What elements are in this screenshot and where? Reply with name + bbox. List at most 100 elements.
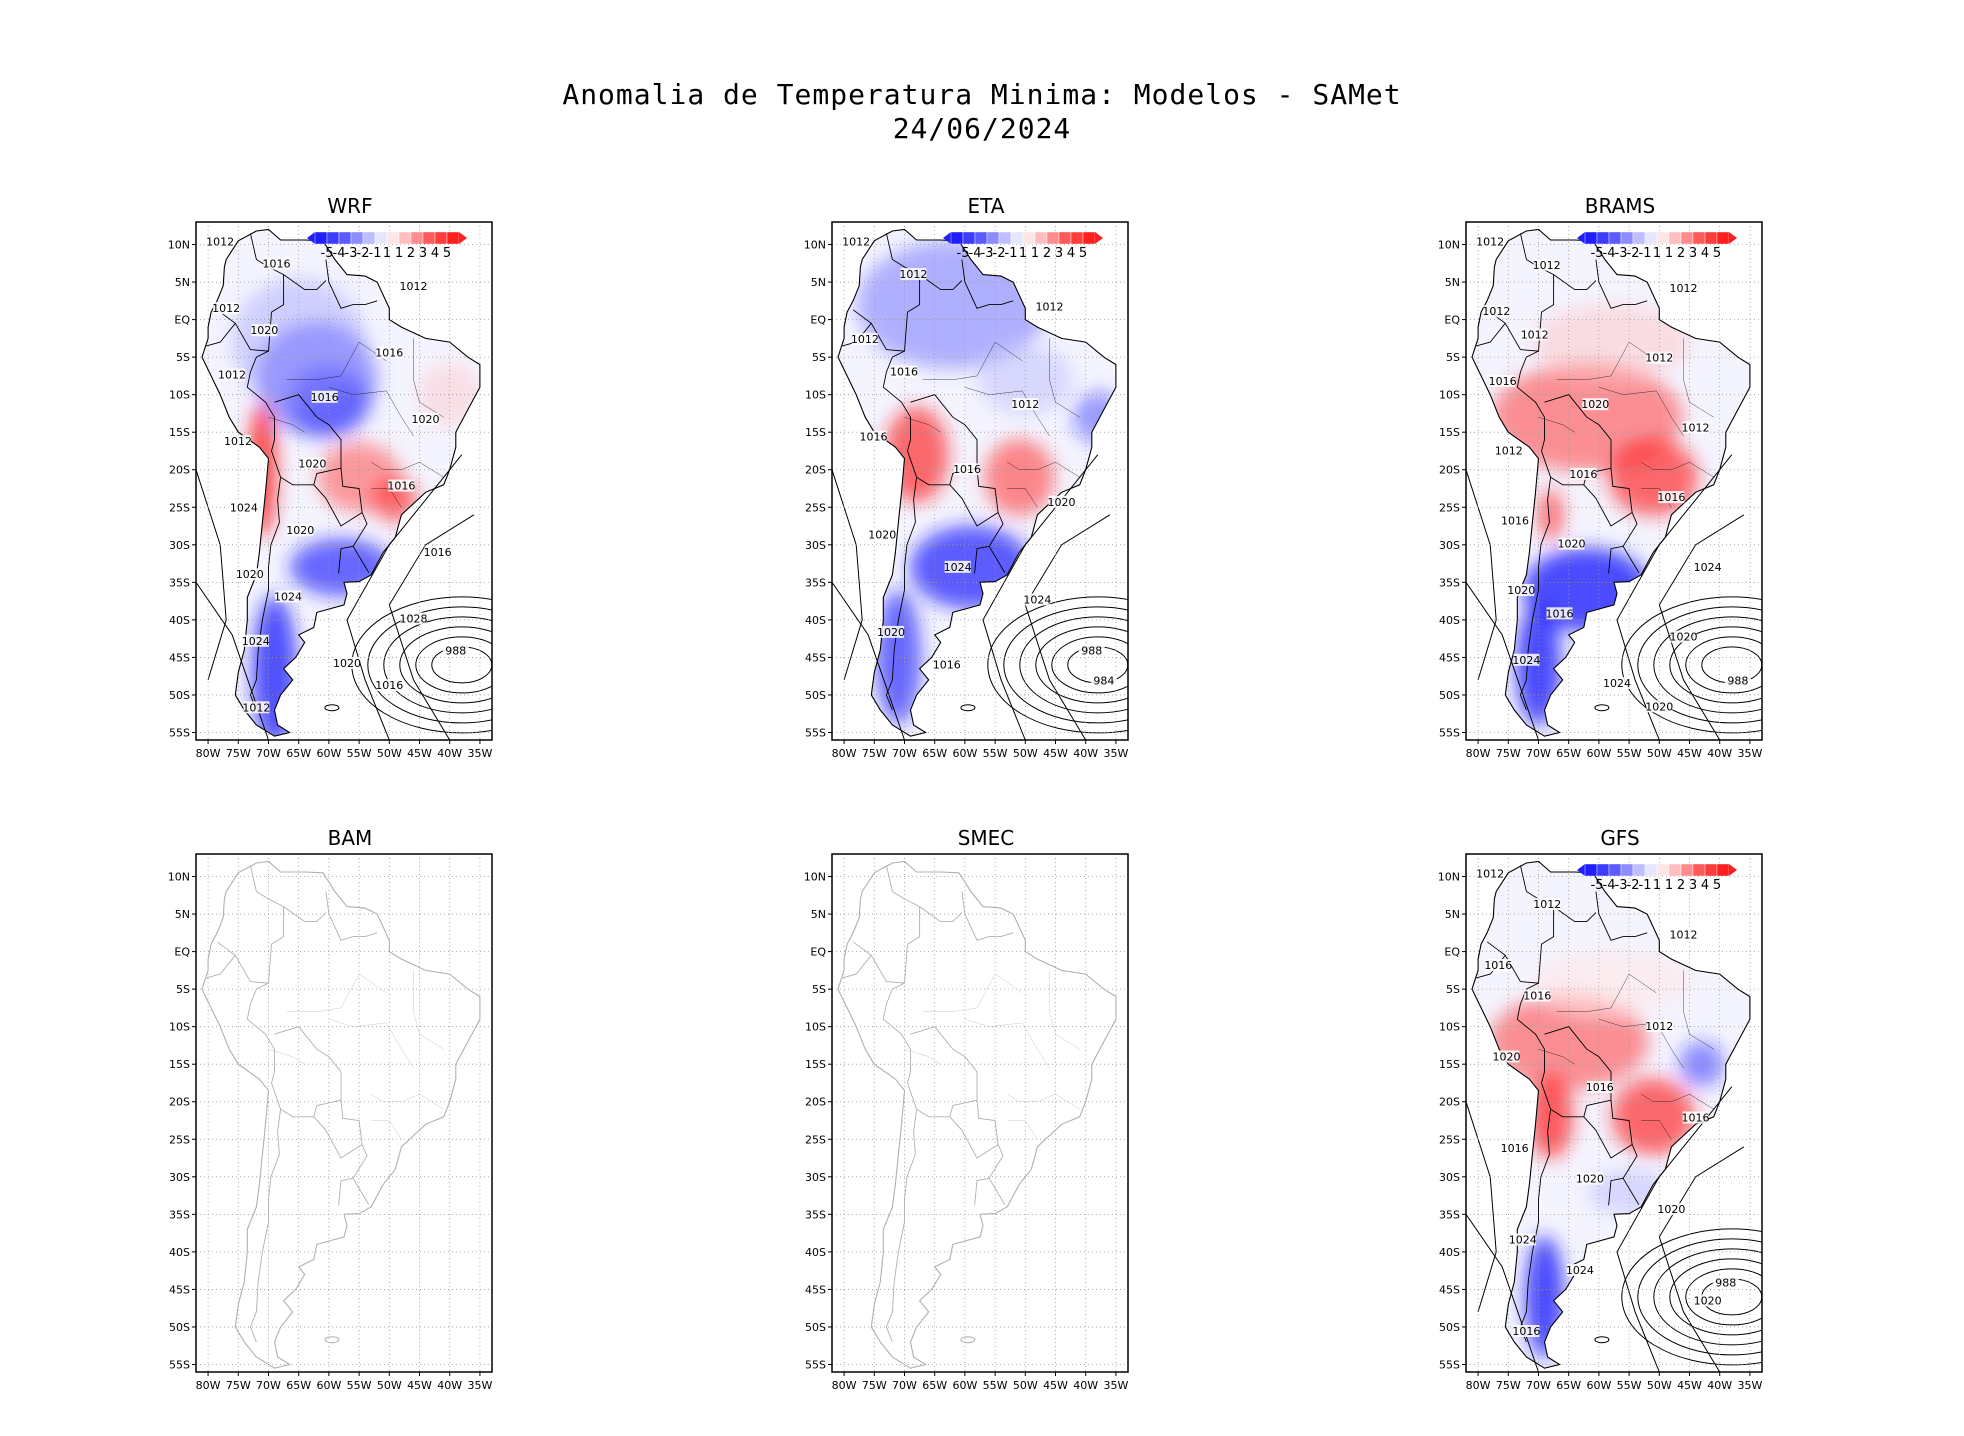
colorbar-swatch <box>1680 231 1694 245</box>
isobar-label: 1016 <box>1484 959 1512 972</box>
colorbar-label: -1 <box>1639 246 1652 261</box>
isobar-label: 1024 <box>274 590 302 603</box>
border-line <box>988 1178 1006 1205</box>
lat-label: 20S <box>1439 464 1460 477</box>
panel-title: BAM <box>327 826 373 850</box>
lat-label: 10S <box>1439 1021 1460 1034</box>
border-line <box>352 1178 370 1205</box>
isobar-label: 1016 <box>1657 491 1685 504</box>
colorbar-label: 1 <box>1019 246 1027 261</box>
isobar-label: 1012 <box>399 280 427 293</box>
state-line <box>1683 970 1714 1050</box>
anomaly-blob <box>1528 1075 1573 1159</box>
border-line <box>919 906 963 923</box>
isobar-label: 1016 <box>860 431 888 444</box>
lat-label: 5N <box>1445 276 1460 289</box>
lat-label: 25S <box>1439 501 1460 514</box>
isobar-label: 1012 <box>212 302 240 315</box>
isobar-label-bg <box>1694 1294 1721 1307</box>
colorbar-label: 3 <box>1055 246 1063 261</box>
colorbar-label: 1 <box>1031 246 1039 261</box>
lon-label: 50W <box>1013 1379 1038 1392</box>
colorbar-swatch <box>986 231 1000 245</box>
colorbar-swatch <box>1644 863 1658 877</box>
isobar-label: 1012 <box>206 236 234 249</box>
panel-title: GFS <box>1600 826 1640 850</box>
lon-label: 60W <box>316 747 341 760</box>
isobar-label-bg <box>263 257 290 270</box>
coastline <box>1471 228 1751 737</box>
map-frame <box>831 853 1129 1373</box>
isobar-label: 1028 <box>399 613 427 626</box>
colorbar-arrow-right <box>1729 232 1737 244</box>
colorbar-swatch <box>1034 231 1048 245</box>
lon-label: 35W <box>1737 1379 1762 1392</box>
colorbar-label: 1 <box>1653 246 1661 261</box>
lat-label: 25S <box>805 501 826 514</box>
isobar-label: 1012 <box>1495 445 1523 458</box>
isobar-ring <box>987 596 1128 734</box>
falkland-islands <box>324 704 340 712</box>
isobar-label-bg <box>400 279 427 292</box>
lat-label: 15S <box>1439 1058 1460 1071</box>
colorbar-label: -2 <box>357 246 370 261</box>
isobar-label-bg <box>251 324 278 337</box>
lon-label: 75W <box>226 1379 251 1392</box>
lon-label: 45W <box>1043 1379 1068 1392</box>
isobar-label: 1024 <box>242 635 270 648</box>
isobar-label: 1012 <box>1669 929 1697 942</box>
isobar-label-bg <box>1712 1276 1739 1289</box>
lat-label: 30S <box>169 1171 190 1184</box>
isobar-label: 1020 <box>1581 398 1609 411</box>
isobar-label-bg <box>843 235 870 248</box>
colorbar-label: -3 <box>1615 246 1628 261</box>
state-line <box>328 386 414 437</box>
lon-label: 65W <box>1556 1379 1581 1392</box>
lat-label: EQ <box>810 314 826 327</box>
falkland-islands <box>1594 704 1610 712</box>
lat-label: 10N <box>1438 871 1460 884</box>
border-line <box>216 865 285 984</box>
isobar-label: 1024 <box>1023 593 1051 606</box>
lat-label: 15S <box>169 1058 190 1071</box>
border-line <box>949 468 999 527</box>
lat-label: 10S <box>805 1021 826 1034</box>
lon-label: 75W <box>226 747 251 760</box>
lon-label: 55W <box>983 1379 1008 1392</box>
isobar-label: 1012 <box>1669 282 1697 295</box>
panel-eta: ETA 10N 5N EQ 5S 10S 15S 20S 25S 30S 35S 40S 45S 50S… <box>776 194 1196 774</box>
isobar-label-bg <box>1513 653 1540 666</box>
isobar-label: 1020 <box>1669 631 1697 644</box>
colorbar-swatch <box>1668 863 1682 877</box>
lon-label: 45W <box>1677 1379 1702 1392</box>
anomaly-field <box>838 229 1116 737</box>
isobar-label: 1012 <box>1035 301 1063 314</box>
state-line <box>413 970 444 1050</box>
isobar-label-bg <box>334 656 361 669</box>
state-line <box>922 973 1023 1012</box>
map-gfs: 10N 5N EQ 5S 10S 15S 20S 25S 30S 35S 40S 45S 50S 55S 8… <box>1438 853 1763 1392</box>
lat-label: 20S <box>805 1096 826 1109</box>
isobar-label: 1020 <box>286 524 314 537</box>
isobar-ring <box>383 616 492 714</box>
state-line <box>268 1048 305 1065</box>
colorbar-swatch <box>1632 863 1646 877</box>
isobar-label-bg <box>376 346 403 359</box>
lat-label: 45S <box>805 1283 826 1296</box>
lon-label: 40W <box>1073 747 1098 760</box>
border-line <box>1608 512 1638 574</box>
lat-label: 50S <box>169 1321 190 1334</box>
lat-label: 10N <box>1438 239 1460 252</box>
state-line <box>371 1093 444 1110</box>
isobar-ring <box>1653 1248 1762 1346</box>
map-frame-content <box>832 854 1128 1372</box>
isobar-label: 1012 <box>1533 898 1561 911</box>
border-line <box>325 891 378 941</box>
colorbar-label: -1 <box>1639 878 1652 893</box>
isobar-label-bg <box>1670 281 1697 294</box>
isobar-label: 1012 <box>1645 1020 1673 1033</box>
colorbar-swatch <box>1668 231 1682 245</box>
isobar-label-bg <box>1604 677 1631 690</box>
lon-label: 45W <box>1043 747 1068 760</box>
isobar-labels: 1012 1012 1012 1012 1016 1012 1016 1016 1020 1020… <box>842 235 1117 688</box>
